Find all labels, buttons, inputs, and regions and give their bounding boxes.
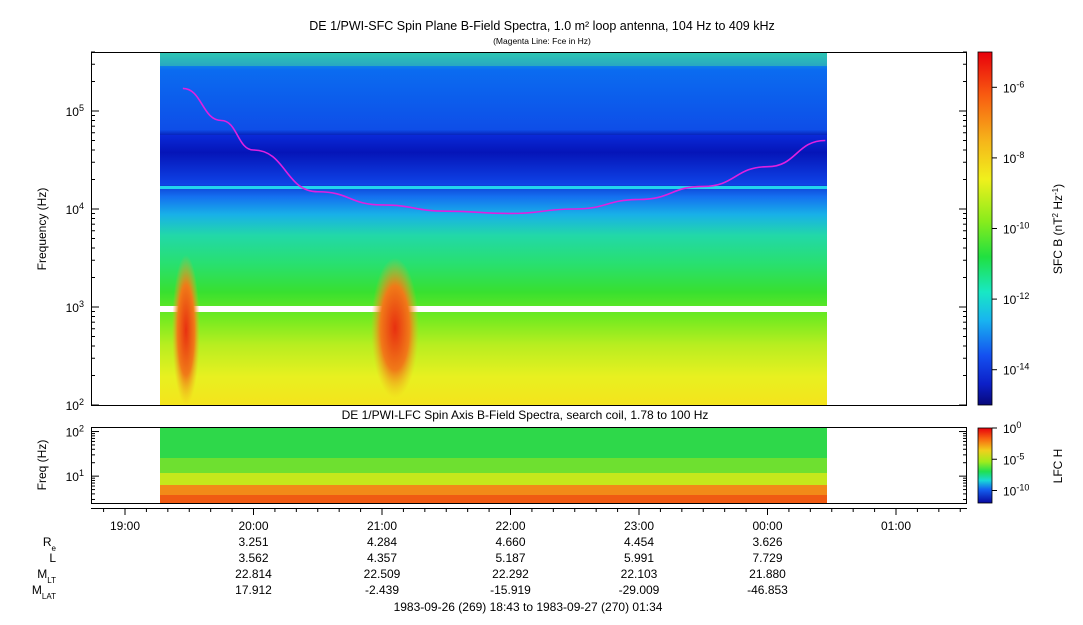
ephemeris-value: 22.814 (235, 567, 272, 581)
lfc-colorbar-tick-label: 10-5 (1003, 451, 1024, 467)
ephemeris-value: 22.103 (621, 567, 658, 581)
ephemeris-row-label: MLT (37, 567, 56, 585)
lfc-colorbar-tick-labels: 100 10-5 10-10 (992, 420, 1029, 499)
sfc-colorbar: 10-6 10-8 10-10 10-12 10-14 SFC B (nT2 Hz-1) (977, 51, 1066, 406)
sfc-y-tick-label: 102 (66, 397, 84, 413)
time-range-label: 1983-09-26 (269) 18:43 to 1983-09-27 (27… (394, 600, 663, 614)
ephemeris-value: 4.357 (367, 551, 397, 565)
ephemeris-value: 22.292 (492, 567, 529, 581)
ephemeris-row-label: Re (43, 535, 57, 553)
ephemeris-value: 22.509 (364, 567, 401, 581)
sfc-y-tick-label: 105 (66, 103, 84, 119)
sfc-burst-2 (371, 258, 419, 398)
lfc-colorbar: 100 10-5 10-10 LFC H (977, 420, 1065, 504)
ephemeris-value: 7.729 (752, 551, 782, 565)
sfc-cyan-line (160, 186, 827, 189)
time-tick-label: 01:00 (881, 519, 911, 533)
time-tick-label: 22:00 (495, 519, 525, 533)
ephemeris-value: 5.991 (624, 551, 654, 565)
ephemeris-value: 4.284 (367, 535, 397, 549)
lfc-y-tick-label: 102 (66, 424, 84, 440)
lfc-colorbar-tick-label: 100 (1003, 420, 1021, 436)
sfc-y-tick-label: 103 (66, 299, 84, 315)
lfc-y-ticks: 101 102 (66, 424, 967, 500)
top-panel-subtitle: (Magenta Line: Fce in Hz) (493, 36, 591, 46)
ephemeris-value: 4.660 (495, 535, 525, 549)
time-tick-label: 19:00 (110, 519, 140, 533)
lfc-colorbar-label: LFC H (1051, 449, 1065, 484)
sfc-y-axis-label: Frequency (Hz) (35, 188, 49, 271)
ephemeris-value: 17.912 (235, 583, 272, 597)
sfc-colorbar-tick-label: 10-14 (1003, 362, 1029, 378)
lfc-spectrogram-panel: 101 102 Freq (Hz) (35, 424, 967, 504)
ephemeris-value: 4.454 (624, 535, 654, 549)
ephemeris-value: 21.880 (749, 567, 786, 581)
sfc-colorbar-tick-labels: 10-6 10-8 10-10 10-12 10-14 (992, 79, 1029, 378)
time-tick-label: 20:00 (238, 519, 268, 533)
ephemeris-value: 3.626 (752, 535, 782, 549)
lfc-band-5 (160, 495, 827, 503)
sfc-data-area (160, 52, 827, 405)
sfc-colorbar-tick-label: 10-10 (1003, 221, 1029, 237)
lfc-y-tick-label: 101 (66, 468, 84, 484)
ephemeris-row-label: MLAT (32, 583, 56, 601)
sfc-y-tick-label: 104 (66, 201, 84, 217)
time-tick-label: 00:00 (752, 519, 782, 533)
lfc-band-3 (160, 473, 827, 485)
ephemeris-value: -15.919 (490, 583, 531, 597)
sfc-colorbar-tick-label: 10-8 (1003, 150, 1024, 166)
sfc-colorbar-gradient (977, 51, 993, 406)
ephemeris-value: 3.562 (238, 551, 268, 565)
time-tick-label: 21:00 (367, 519, 397, 533)
sfc-frame (91, 52, 967, 406)
ephemeris-value: -29.009 (619, 583, 660, 597)
lfc-colorbar-gradient (977, 427, 993, 504)
lfc-band-2 (160, 458, 827, 473)
top-panel-title: DE 1/PWI-SFC Spin Plane B-Field Spectra,… (309, 19, 775, 33)
sfc-burst-1 (172, 255, 200, 405)
ephemeris-row-label: L (49, 551, 56, 565)
lfc-y-axis-label: Freq (Hz) (35, 440, 49, 491)
lfc-band-1 (160, 428, 827, 458)
time-tick-labels: 19:00 20:00 21:00 22:00 23:00 00:00 01:00 (110, 519, 911, 533)
lfc-panel-title: DE 1/PWI-LFC Spin Axis B-Field Spectra, … (342, 408, 709, 422)
sfc-y-ticks: 102 103 104 105 (66, 51, 967, 413)
ephemeris-value: -46.853 (747, 583, 788, 597)
fce-magenta-line (182, 87, 826, 215)
ephemeris-value: 3.251 (238, 535, 268, 549)
ephemeris-value: 5.187 (495, 551, 525, 565)
sfc-colorbar-tick-label: 10-12 (1003, 291, 1029, 307)
time-tick-label: 23:00 (624, 519, 654, 533)
ephemeris-table: Re 3.251 4.284 4.660 4.454 3.626 L 3.562 4.357 5.… (32, 535, 788, 601)
time-axis (91, 508, 967, 515)
sfc-green-noise-top (160, 52, 827, 66)
sfc-gap-band (160, 306, 827, 312)
lfc-band-4 (160, 485, 827, 495)
sfc-dark-band (160, 135, 827, 185)
sfc-colorbar-label: SFC B (nT2 Hz-1) (1051, 184, 1066, 274)
ephemeris-value: -2.439 (365, 583, 399, 597)
sfc-colorbar-tick-label: 10-6 (1003, 79, 1024, 95)
lfc-frame (91, 427, 967, 504)
sfc-spectrogram-panel: 102 103 104 105 Frequency (Hz) (35, 51, 967, 413)
lfc-colorbar-tick-label: 10-10 (1003, 483, 1029, 499)
